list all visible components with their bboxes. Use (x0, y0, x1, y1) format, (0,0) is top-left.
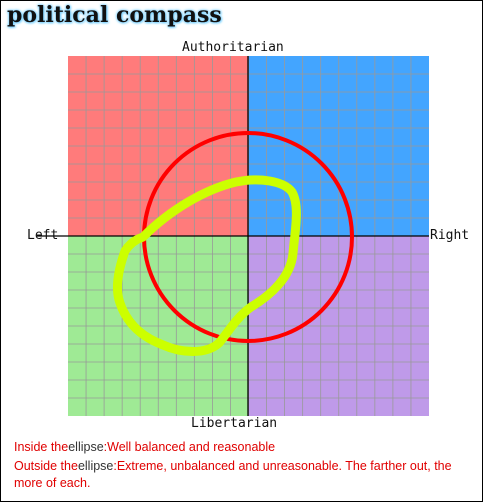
note-inside-prefix: Inside the (14, 440, 69, 454)
note-inside-word: ellipse (68, 440, 104, 454)
axis-label-libertarian: Libertarian (191, 416, 278, 431)
scribble-ellipse (113, 175, 301, 356)
axis-label-right: Right (430, 228, 470, 243)
note-inside: Inside theellipse:Well balanced and reas… (14, 439, 474, 456)
axis-label-authoritarian: Authoritarian (182, 40, 284, 55)
page-title: political compass (7, 2, 222, 28)
note-outside-prefix: Outside the (14, 459, 78, 473)
note-outside-suffix: :Extreme, unbalanced and unreasonable. T… (14, 459, 452, 490)
note-inside-suffix: :Well balanced and reasonable (103, 440, 276, 454)
note-outside: Outside theellipse:Extreme, unbalanced a… (14, 458, 474, 492)
note-outside-word: ellipse (77, 459, 114, 473)
axis-label-left: Left (27, 228, 59, 243)
